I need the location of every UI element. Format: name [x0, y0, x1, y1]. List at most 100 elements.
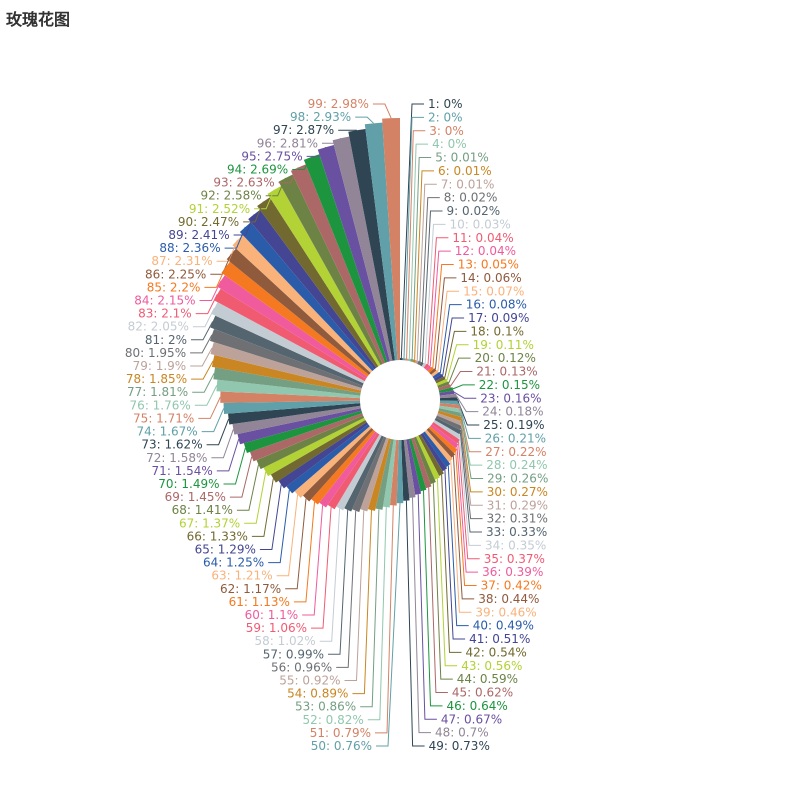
rose-sector-67[interactable]: [263, 417, 366, 477]
rose-sector-55[interactable]: [360, 437, 389, 512]
rose-sector-91[interactable]: [267, 185, 381, 367]
rose-sector-36[interactable]: [430, 424, 459, 449]
rose-sector-20[interactable]: [437, 381, 450, 389]
rose-sector-60[interactable]: [319, 431, 378, 508]
rose-sector-88[interactable]: [239, 222, 375, 372]
rose-sector-66[interactable]: [270, 420, 367, 483]
rose-sector-13[interactable]: [427, 366, 434, 373]
rose-sector-24[interactable]: [439, 393, 457, 399]
rose-sector-5[interactable]: [410, 358, 414, 362]
rose-sector-77[interactable]: [213, 367, 361, 396]
rose-sector-14[interactable]: [429, 368, 437, 375]
rose-sector-40[interactable]: [422, 431, 451, 468]
rose-sector-73[interactable]: [228, 403, 361, 425]
rose-sector-7[interactable]: [414, 360, 419, 364]
rose-sector-94[interactable]: [303, 154, 388, 363]
rose-sector-45[interactable]: [411, 437, 432, 489]
rose-sector-17[interactable]: [433, 374, 444, 382]
rose-sector-74[interactable]: [223, 400, 361, 414]
rose-sector-90[interactable]: [257, 197, 379, 368]
rose-sector-86[interactable]: [226, 248, 371, 375]
rose-sector-56[interactable]: [352, 436, 387, 513]
rose-sector-52[interactable]: [382, 439, 397, 508]
rose-sector-35[interactable]: [431, 422, 460, 444]
rose-sector-37[interactable]: [428, 426, 458, 454]
rose-sector-61[interactable]: [311, 429, 376, 505]
rose-sector-31[interactable]: [436, 413, 462, 426]
rose-sector-57[interactable]: [344, 435, 384, 512]
rose-sector-69[interactable]: [249, 413, 364, 462]
rose-sector-76[interactable]: [216, 379, 361, 399]
rose-sector-46[interactable]: [408, 438, 427, 492]
rose-sector-48[interactable]: [403, 439, 416, 498]
rose-sector-2[interactable]: [402, 358, 406, 361]
rose-sector-79[interactable]: [210, 342, 362, 391]
rose-sector-65[interactable]: [278, 422, 369, 489]
rose-sector-30[interactable]: [437, 410, 462, 421]
rose-sector-54[interactable]: [367, 438, 392, 511]
rose-sector-47[interactable]: [406, 439, 422, 495]
rose-sector-32[interactable]: [435, 415, 462, 430]
rose-sector-78[interactable]: [211, 354, 362, 394]
rose-sector-18[interactable]: [435, 376, 446, 384]
rose-sector-51[interactable]: [389, 439, 399, 506]
rose-sector-87[interactable]: [232, 234, 373, 373]
rose-sector-43[interactable]: [416, 435, 440, 480]
rose-sector-3[interactable]: [405, 358, 408, 361]
rose-sector-80[interactable]: [209, 328, 363, 389]
rose-sector-97[interactable]: [348, 129, 395, 361]
rose-sector-92[interactable]: [278, 174, 383, 366]
rose-sector-93[interactable]: [290, 164, 386, 364]
rose-sector-82[interactable]: [211, 302, 365, 384]
rose-sector-49[interactable]: [401, 439, 410, 501]
rose-sector-83[interactable]: [213, 288, 367, 382]
rose-sector-44[interactable]: [413, 436, 436, 485]
rose-sector-15[interactable]: [431, 369, 439, 377]
rose-sector-1[interactable]: [400, 357, 403, 361]
rose-sector-99[interactable]: [382, 118, 400, 361]
rose-sector-19[interactable]: [436, 378, 448, 386]
rose-sector-26[interactable]: [439, 400, 459, 405]
rose-sector-27[interactable]: [439, 403, 460, 409]
rose-sector-71[interactable]: [237, 408, 362, 445]
rose-sector-41[interactable]: [420, 432, 448, 472]
rose-sector-28[interactable]: [439, 405, 461, 413]
rose-sector-11[interactable]: [423, 363, 430, 370]
rose-sector-12[interactable]: [425, 365, 432, 372]
rose-sector-23[interactable]: [439, 390, 455, 396]
rose-sector-39[interactable]: [424, 429, 453, 463]
rose-sector-89[interactable]: [248, 209, 377, 370]
rose-sector-42[interactable]: [418, 434, 444, 476]
label-line-68: [236, 464, 259, 511]
rose-sector-4[interactable]: [407, 358, 411, 362]
rose-sector-68[interactable]: [256, 415, 365, 470]
rose-sector-59[interactable]: [327, 432, 380, 510]
rose-sector-75[interactable]: [220, 391, 361, 403]
rose-sector-85[interactable]: [221, 261, 369, 377]
rose-sector-84[interactable]: [217, 275, 368, 379]
rose-sector-9[interactable]: [419, 361, 424, 367]
rose-sector-50[interactable]: [396, 439, 404, 504]
rose-sector-63[interactable]: [294, 426, 372, 498]
rose-sector-33[interactable]: [434, 417, 462, 435]
rose-sector-64[interactable]: [286, 424, 370, 494]
rose-sector-95[interactable]: [317, 144, 390, 362]
rose-sector-70[interactable]: [243, 410, 363, 453]
rose-sector-62[interactable]: [302, 428, 374, 502]
rose-sector-72[interactable]: [232, 405, 361, 435]
rose-sector-22[interactable]: [438, 387, 454, 394]
rose-sector-29[interactable]: [438, 408, 462, 417]
rose-sector-6[interactable]: [412, 359, 416, 363]
rose-sector-8[interactable]: [417, 360, 422, 366]
rose-sector-96[interactable]: [332, 136, 393, 362]
rose-sector-98[interactable]: [364, 122, 398, 361]
rose-sector-10[interactable]: [421, 362, 427, 368]
rose-sector-21[interactable]: [438, 384, 451, 391]
rose-sector-58[interactable]: [336, 434, 382, 511]
rose-sector-16[interactable]: [432, 371, 442, 379]
rose-sector-53[interactable]: [375, 439, 394, 510]
rose-sector-81[interactable]: [210, 315, 364, 386]
rose-sector-25[interactable]: [439, 397, 458, 401]
rose-sector-34[interactable]: [433, 420, 461, 439]
rose-sector-38[interactable]: [426, 428, 456, 458]
